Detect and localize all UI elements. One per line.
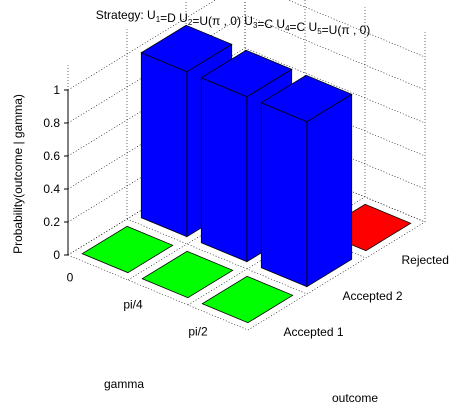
gamma-axis-label: gamma — [104, 377, 144, 391]
axes — [64, 89, 69, 256]
bar-face-top — [201, 275, 294, 324]
grid-line-floor — [126, 218, 308, 295]
grid-line-back-right — [244, 113, 426, 190]
z-tick-label: 0.6 — [43, 149, 60, 163]
z-tick-label: 0.2 — [43, 215, 60, 229]
bar-accepted-2-gamma-2 — [260, 74, 353, 288]
gamma-tick-label: pi/4 — [123, 298, 143, 312]
outcome-tick-label: Rejected 2 — [402, 253, 452, 267]
outcome-axis-label: outcome — [332, 391, 378, 405]
bar-face-top — [81, 225, 174, 274]
outcome-tick-label: Accepted 2 — [343, 289, 403, 303]
z-tick-label: 0 — [53, 248, 60, 262]
grid-line-back-right — [244, 80, 426, 157]
bar-face-left — [140, 52, 188, 238]
bar-face-top — [200, 49, 293, 98]
bar-face-top — [141, 250, 234, 299]
bar-face-left — [200, 77, 248, 263]
bar-accepted-1-gamma-1 — [141, 250, 234, 299]
bar-accepted-1-gamma-0 — [81, 225, 174, 274]
z-tick-label: 1 — [53, 83, 60, 97]
grid-line-back-right — [244, 14, 426, 91]
gamma-tick-label: 0 — [67, 271, 74, 285]
chart-title: Strategy: U1=D U2=U(π , 0) U3=C U4=C U5=… — [96, 8, 371, 37]
z-axis-label: Probability(outcome | gamma) — [11, 94, 25, 254]
grid-line-floor — [67, 254, 249, 331]
bar-face-top — [140, 24, 233, 73]
bar-face-front — [306, 93, 353, 288]
grid — [67, 0, 426, 331]
bar-accepted-1-gamma-2 — [201, 275, 294, 324]
z-tick-label: 0.8 — [43, 116, 60, 130]
bar-face-top — [260, 74, 353, 123]
bar-face-left — [260, 102, 308, 288]
outcome-tick-label: Accepted 1 — [284, 325, 344, 339]
tick-labels: 0 0.2 0.4 0.6 0.8 1 0 pi/4 pi/2 Accepted 1 Accepte… — [43, 83, 452, 339]
gamma-tick-label: pi/2 — [188, 325, 208, 339]
z-tick-label: 0.4 — [43, 182, 60, 196]
grid-line-floor — [244, 146, 426, 223]
bars — [81, 24, 412, 324]
grid-line-back-right — [244, 47, 426, 124]
grid-line-back-right — [287, 0, 426, 58]
